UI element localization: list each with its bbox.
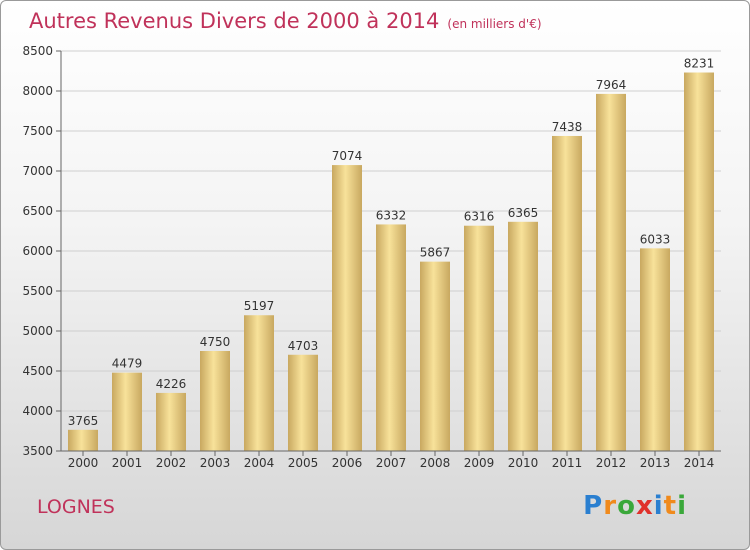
x-tick-label: 2011 xyxy=(552,456,583,470)
y-tick-label: 4000 xyxy=(22,404,53,418)
y-tick-label: 6500 xyxy=(22,204,53,218)
bar-2001 xyxy=(112,372,142,451)
y-tick-label: 7500 xyxy=(22,124,53,138)
value-label: 8231 xyxy=(684,57,715,71)
label-layer: 3765 4479 4226 4750 5197 4703 7074 6332 5867 6316… xyxy=(68,57,715,428)
y-tick-label: 5500 xyxy=(22,284,53,298)
x-tick-label: 2005 xyxy=(288,456,319,470)
logo-letter: i xyxy=(653,491,664,521)
bar-2006 xyxy=(332,165,362,451)
chart-title-text: Autres Revenus Divers de 2000 à 2014 xyxy=(29,9,440,33)
bar-2007 xyxy=(376,224,406,451)
bar-2008 xyxy=(420,261,450,451)
value-label: 4479 xyxy=(112,357,143,371)
bar-2013 xyxy=(640,248,670,451)
logo-letter: o xyxy=(617,491,636,521)
x-tick-label: 2003 xyxy=(200,456,231,470)
y-tick-label: 8000 xyxy=(22,84,53,98)
value-label: 6332 xyxy=(376,208,407,222)
value-label: 7964 xyxy=(596,78,627,92)
x-tick-label: 2012 xyxy=(596,456,627,470)
bar-2011 xyxy=(552,135,582,451)
y-tick-label: 6000 xyxy=(22,244,53,258)
y-tick-label: 7000 xyxy=(22,164,53,178)
value-label: 5197 xyxy=(244,299,275,313)
x-tick-label: 2008 xyxy=(420,456,451,470)
y-tick-label: 3500 xyxy=(22,444,53,458)
value-label: 4750 xyxy=(200,335,231,349)
chart-title: Autres Revenus Divers de 2000 à 2014 (en … xyxy=(29,9,542,33)
value-label: 7074 xyxy=(332,149,363,163)
bar-2002 xyxy=(156,392,186,451)
bar-2009 xyxy=(464,225,494,451)
value-label: 4703 xyxy=(288,339,319,353)
value-label: 4226 xyxy=(156,377,187,391)
proxiti-logo: Proxiti xyxy=(583,491,687,521)
x-tick-label: 2000 xyxy=(68,456,99,470)
x-tick-label: 2014 xyxy=(684,456,715,470)
x-tick-label: 2001 xyxy=(112,456,143,470)
y-tick-label: 8500 xyxy=(22,44,53,58)
logo-letter: P xyxy=(583,491,604,521)
commune-name: LOGNES xyxy=(37,496,115,518)
value-label: 6316 xyxy=(464,210,495,224)
bar-layer xyxy=(68,72,714,452)
value-label: 6033 xyxy=(640,232,671,246)
axis-layer: 3500 4000 4500 5000 5500 6000 6500 7000 7500 8000… xyxy=(22,44,721,470)
x-tick-label: 2013 xyxy=(640,456,671,470)
value-label: 3765 xyxy=(68,414,99,428)
logo-letter: t xyxy=(663,491,678,521)
y-tick-label: 4500 xyxy=(22,364,53,378)
bar-2010 xyxy=(508,221,538,451)
value-label: 5867 xyxy=(420,246,451,260)
bar-2000 xyxy=(68,429,98,451)
logo-letter: x xyxy=(635,491,654,521)
bar-2004 xyxy=(244,315,274,451)
bar-2003 xyxy=(200,351,230,451)
x-tick-label: 2006 xyxy=(332,456,363,470)
bar-2012 xyxy=(596,93,626,451)
chart-unit-note: (en milliers d'€) xyxy=(447,17,542,31)
value-label: 6365 xyxy=(508,206,539,220)
bar-2014 xyxy=(684,72,714,452)
x-tick-label: 2009 xyxy=(464,456,495,470)
x-tick-label: 2007 xyxy=(376,456,407,470)
bar-2005 xyxy=(288,354,318,451)
x-tick-label: 2010 xyxy=(508,456,539,470)
logo-letter: i xyxy=(677,491,687,521)
logo-letter: r xyxy=(603,491,618,521)
x-tick-label: 2002 xyxy=(156,456,187,470)
y-tick-label: 5000 xyxy=(22,324,53,338)
value-label: 7438 xyxy=(552,120,583,134)
x-tick-label: 2004 xyxy=(244,456,275,470)
